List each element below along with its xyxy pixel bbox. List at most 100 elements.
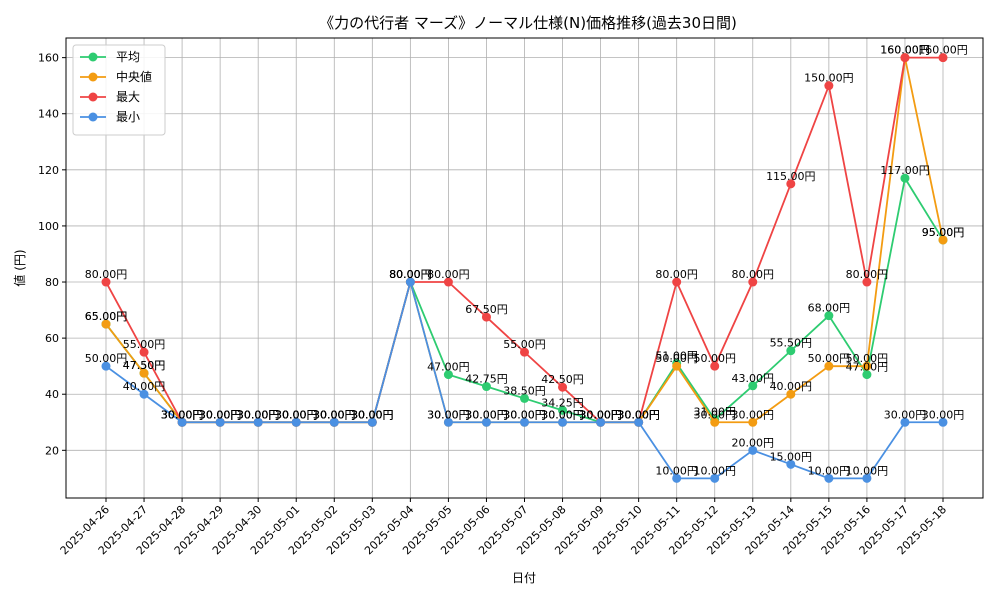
data-label-2: 30.00円: [275, 408, 318, 421]
series-point-0: [520, 393, 529, 403]
data-label-2: 80.00円: [655, 268, 698, 281]
data-label-3: 50.00円: [85, 352, 128, 365]
data-label-0: 42.75円: [465, 373, 508, 386]
y-tick-label: 120: [38, 164, 59, 177]
series-point-1: [862, 361, 872, 371]
series-point-1: [786, 389, 796, 399]
series-point-2: [862, 277, 872, 287]
series-point-3: [481, 417, 491, 427]
series-point-1: [101, 319, 111, 329]
series-point-2: [786, 179, 796, 189]
series-point-3: [177, 417, 187, 427]
legend-label-1: 中央値: [116, 69, 152, 84]
series-point-0: [481, 382, 491, 392]
data-label-2: 67.50円: [465, 303, 508, 316]
series-point-2: [520, 347, 529, 357]
data-label-2: 42.50円: [541, 373, 584, 386]
data-label-2: 80.00円: [732, 268, 775, 281]
y-tick-label: 20: [45, 444, 59, 457]
data-label-0: 30.00円: [199, 408, 242, 421]
data-label-3: 30.00円: [199, 408, 242, 421]
data-label-0: 95.00円: [922, 226, 965, 239]
data-label-3: 30.00円: [579, 408, 622, 421]
data-label-0: 47.00円: [427, 361, 470, 374]
data-label-3: 30.00円: [617, 408, 660, 421]
data-label-1: 30.00円: [617, 408, 660, 421]
y-tick-label: 80: [45, 276, 59, 289]
data-label-3: 30.00円: [161, 408, 204, 421]
series-point-3: [672, 473, 682, 483]
series-point-3: [900, 417, 910, 427]
data-label-3: 30.00円: [503, 408, 546, 421]
data-label-2: 30.00円: [313, 408, 356, 421]
legend-marker-0: [88, 52, 98, 62]
data-label-0: 117.00円: [880, 164, 930, 177]
data-label-2: 160.00円: [880, 44, 930, 57]
series-point-2: [824, 81, 834, 91]
series-point-0: [443, 370, 453, 380]
data-label-2: 30.00円: [351, 408, 394, 421]
data-label-3: 30.00円: [541, 408, 584, 421]
data-label-3: 40.00円: [123, 380, 166, 393]
data-label-3: 10.00円: [655, 464, 698, 477]
data-label-3: 10.00円: [693, 464, 736, 477]
legend-marker-1: [88, 72, 98, 82]
data-label-1: 50.00円: [846, 352, 889, 365]
data-label-2: 30.00円: [161, 408, 204, 421]
data-label-3: 30.00円: [313, 408, 356, 421]
data-label-0: 38.50円: [503, 384, 546, 397]
series-point-3: [596, 417, 606, 427]
data-label-0: 34.25円: [541, 396, 584, 409]
data-label-1: 50.00円: [655, 352, 698, 365]
data-label-0: 30.00円: [579, 408, 622, 421]
data-label-2: 55.00円: [503, 338, 546, 351]
data-label-1: 30.00円: [199, 408, 242, 421]
series-point-3: [558, 417, 568, 427]
data-label-0: 30.00円: [313, 408, 356, 421]
series-point-3: [938, 417, 948, 427]
data-label-2: 115.00円: [766, 170, 816, 183]
series-point-2: [900, 53, 910, 63]
series-point-2: [748, 277, 758, 287]
series-point-3: [862, 473, 872, 483]
series-point-0: [900, 173, 910, 183]
series-point-2: [672, 277, 682, 287]
data-label-0: 47.00円: [846, 361, 889, 374]
data-label-2: 160.00円: [918, 44, 968, 57]
data-label-0: 30.00円: [237, 408, 280, 421]
data-label-3: 30.00円: [275, 408, 318, 421]
series-point-0: [824, 311, 834, 321]
series-point-0: [558, 405, 568, 415]
data-label-0: 30.00円: [351, 408, 394, 421]
data-label-1: 40.00円: [770, 380, 813, 393]
series-point-3: [367, 417, 377, 427]
data-label-2: 80.00円: [427, 268, 470, 281]
series-point-3: [101, 361, 111, 371]
data-label-3: 10.00円: [808, 464, 851, 477]
data-label-2: 30.00円: [199, 408, 242, 421]
data-label-0: 80.00円: [389, 268, 432, 281]
y-tick-label: 60: [45, 332, 59, 345]
series-point-3: [710, 473, 720, 483]
data-label-1: 160.00円: [880, 44, 930, 57]
data-label-3: 30.00円: [465, 408, 508, 421]
series-point-3: [443, 417, 453, 427]
series-point-3: [634, 417, 644, 427]
y-axis-label: 値 (円): [12, 249, 27, 286]
series-point-1: [672, 361, 682, 371]
data-label-1: 30.00円: [427, 408, 470, 421]
data-label-3: 15.00円: [770, 450, 813, 463]
series-point-1: [748, 417, 758, 427]
series-point-3: [139, 389, 149, 399]
series-point-0: [786, 346, 796, 356]
data-label-1: 30.00円: [503, 408, 546, 421]
data-label-1: 80.00円: [389, 268, 432, 281]
legend-marker-3: [88, 112, 98, 122]
data-label-1: 50.00円: [808, 352, 851, 365]
data-label-3: 20.00円: [732, 436, 775, 449]
series-point-2: [101, 277, 111, 287]
data-label-2: 30.00円: [237, 408, 280, 421]
data-label-2: 150.00円: [804, 72, 854, 85]
data-label-0: 47.50円: [123, 359, 166, 372]
